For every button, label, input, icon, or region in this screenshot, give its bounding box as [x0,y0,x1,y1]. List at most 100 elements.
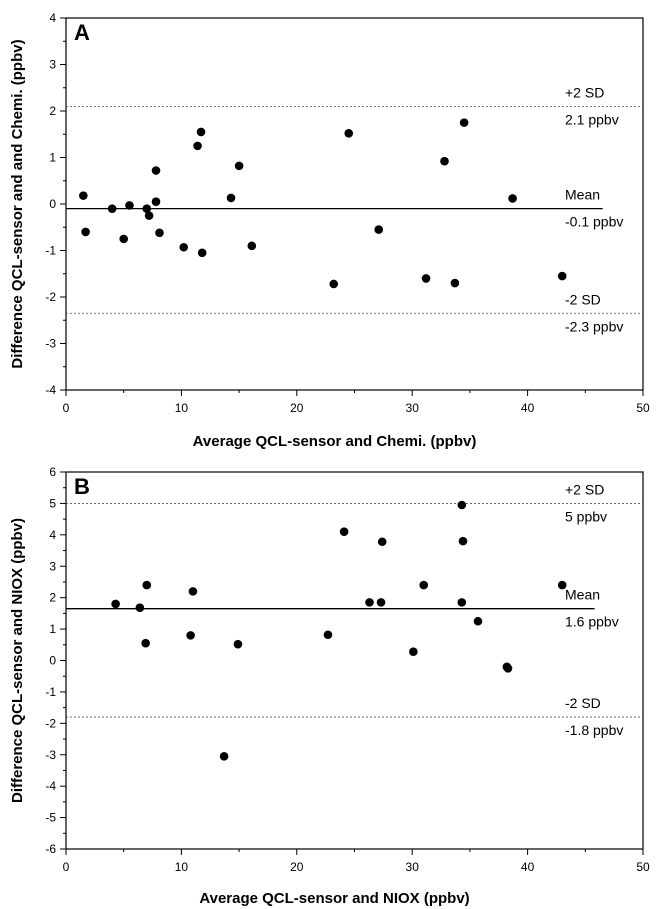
panel-b-y-tick-label: 5 [49,496,56,510]
panel-a-data-point [151,166,161,175]
panel-b-y-tick-label: -3 [45,748,56,762]
panel-b-x-tick-label: 40 [521,860,535,874]
panel-a-y-tick-label: -3 [45,337,56,351]
panel-a-x-tick-label: 40 [521,401,535,415]
panel-a-data-point [107,204,117,213]
panel-a-ref-name-2: -2 SD [565,291,601,307]
panel-a-data-point [179,242,189,252]
panel-b-plot-frame [65,471,644,850]
panel-b-data-point [186,631,195,640]
panel-b-y-tick-label: 6 [49,465,56,479]
panel-b-data-point [233,639,243,649]
panel-a-data-point [81,227,90,237]
panel-b-y-tick-label: -5 [45,811,56,825]
panel-b-data-point [339,527,349,536]
panel-a-data-point [226,193,236,203]
panel-a-data-point [247,241,257,251]
panel-a: 0 10 20 30 40 50 -4 -3 -2 -1 0 1 2 3 4 +2 SD 2.1 ppbv Mea… [9,11,650,450]
panel-a-y-tick-label: 4 [49,11,56,25]
panel-b-data-point [473,616,483,626]
panel-b-data-point [377,537,387,547]
panel-a-data-point [508,194,517,203]
panel-b-x-tick-label: 0 [63,860,70,874]
panel-a-x-axis-label: Average QCL-sensor and Chemi. (ppbv) [193,433,477,450]
panel-a-data-point [193,141,202,151]
panel-a-panel-letter: A [74,20,90,45]
panel-a-y-tick-label: 0 [49,197,56,211]
panel-a-data-point [374,225,384,234]
panel-b-x-tick-label: 10 [175,860,189,874]
panel-b-data-point [557,580,567,590]
panel-b-data-point [457,500,467,510]
panel-b-x-tick-label: 20 [290,860,304,874]
panel-a-x-tick-label: 30 [406,401,420,415]
panel-a-y-tick-label: 2 [49,104,56,118]
panel-a-ref-value-0: 2.1 ppbv [565,111,619,127]
panel-a-ref-value-2: -2.3 ppbv [565,318,623,334]
panel-a-y-tick-label: -1 [45,244,56,258]
panel-a-data-point [119,234,128,244]
panel-a-data-point [329,279,339,289]
panel-a-ref-name-1: Mean [565,187,600,203]
panel-b-y-tick-label: -4 [45,779,56,793]
panel-a-y-tick-label: 1 [49,151,56,165]
panel-b-data-point [409,647,418,657]
panel-b-y-tick-label: 3 [49,559,56,573]
panel-a-data-point [557,271,567,281]
panel-b-data-point [376,598,386,607]
panel-a-data-point [421,274,431,283]
panel-b-ref-name-2: -2 SD [565,695,601,711]
panel-a-y-tick-label: -4 [45,383,56,397]
panel-a-y-axis-label: Difference QCL-sensor and and Chemi. (pp… [9,39,26,368]
panel-b-y-tick-label: 4 [49,528,56,542]
panel-b-data-point [419,580,429,590]
panel-a-x-tick-label: 50 [636,401,650,415]
panel-b-x-tick-label: 30 [406,860,420,874]
panel-b-data-point [458,536,468,546]
panel-b-data-point [219,752,229,761]
panel-a-ref-value-1: -0.1 ppbv [565,214,623,230]
panel-b-y-tick-label: -6 [45,842,56,856]
panel-a-x-tick-label: 20 [290,401,304,415]
panel-b-ref-name-0: +2 SD [565,481,604,497]
panel-a-data-point [234,161,244,171]
panel-a-data-point [440,156,449,166]
panel-b-x-axis-label: Average QCL-sensor and NIOX (ppbv) [199,890,469,907]
panel-b-ref-value-1: 1.6 ppbv [565,614,619,630]
panel-a-data-point [197,248,207,258]
panel-b-data-point [142,580,152,590]
panel-b-y-tick-label: 1 [49,622,56,636]
panel-b-panel-letter: B [74,474,90,499]
panel-a-y-tick-label: -2 [45,290,56,304]
panel-b-y-tick-label: -2 [45,716,56,730]
panel-b-data-point [457,598,467,607]
panel-b-data-point [365,598,374,607]
panel-b-y-axis-label: Difference QCL-sensor and NIOX (ppbv) [9,518,26,803]
panel-a-data-point [344,129,354,138]
panel-a-data-point [142,204,152,213]
panel-b-ref-value-0: 5 ppbv [565,508,607,524]
panel-a-data-point [125,201,134,210]
panel-b-x-tick-label: 50 [636,860,650,874]
panel-a-ref-name-0: +2 SD [565,84,604,100]
panel-a-data-point [79,191,88,200]
panel-a-x-tick-label: 0 [63,401,70,415]
panel-a-data-point [196,127,206,137]
panel-b-data-point [141,638,150,648]
panel-b-ref-value-2: -1.8 ppbv [565,722,623,738]
panel-a-x-tick-label: 10 [175,401,189,415]
panel-a-data-point [155,228,164,238]
panel-b: 0 10 20 30 40 50 -6 -5 -4 -3 -2 -1 0 1 2 3 4 5 6 +2 SD 5 ppb… [9,465,650,907]
panel-a-data-point [151,197,161,206]
panel-a-data-point [450,278,460,288]
panel-b-y-tick-label: -1 [45,685,56,699]
panel-b-data-point [503,664,513,673]
panel-b-data-point [323,630,333,640]
panel-b-data-point [135,603,145,613]
panel-a-y-tick-label: 3 [49,58,56,72]
panel-b-data-point [111,599,120,609]
panel-a-data-point [459,118,469,127]
panel-b-ref-name-1: Mean [565,587,600,603]
panel-a-data-point [144,211,154,220]
